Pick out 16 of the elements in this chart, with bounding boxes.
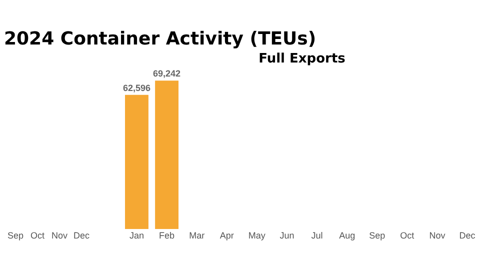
data-label: 69,242 [153, 68, 181, 79]
x-tick-label: Jun [280, 230, 294, 240]
x-tick-label: Feb [159, 230, 175, 240]
x-tick-label: Sep [369, 230, 386, 240]
x-tick-label: Oct [400, 230, 415, 240]
x-tick-label: Jan [129, 230, 144, 240]
data-label: 62,596 [122, 82, 150, 93]
x-tick-label: Aug [339, 230, 356, 240]
chart-title: Full Exports [258, 52, 346, 67]
x-tick-label: Nov [429, 230, 446, 240]
x-tick-label: Dec [459, 230, 476, 240]
x-tick-label: Mar [189, 230, 205, 240]
x-tick-label: Jul [311, 230, 323, 240]
x-tick-label: Apr [220, 230, 234, 240]
text: 2024 Container Activity (TEUs) [4, 28, 316, 50]
x-tick-label: May [248, 230, 266, 240]
